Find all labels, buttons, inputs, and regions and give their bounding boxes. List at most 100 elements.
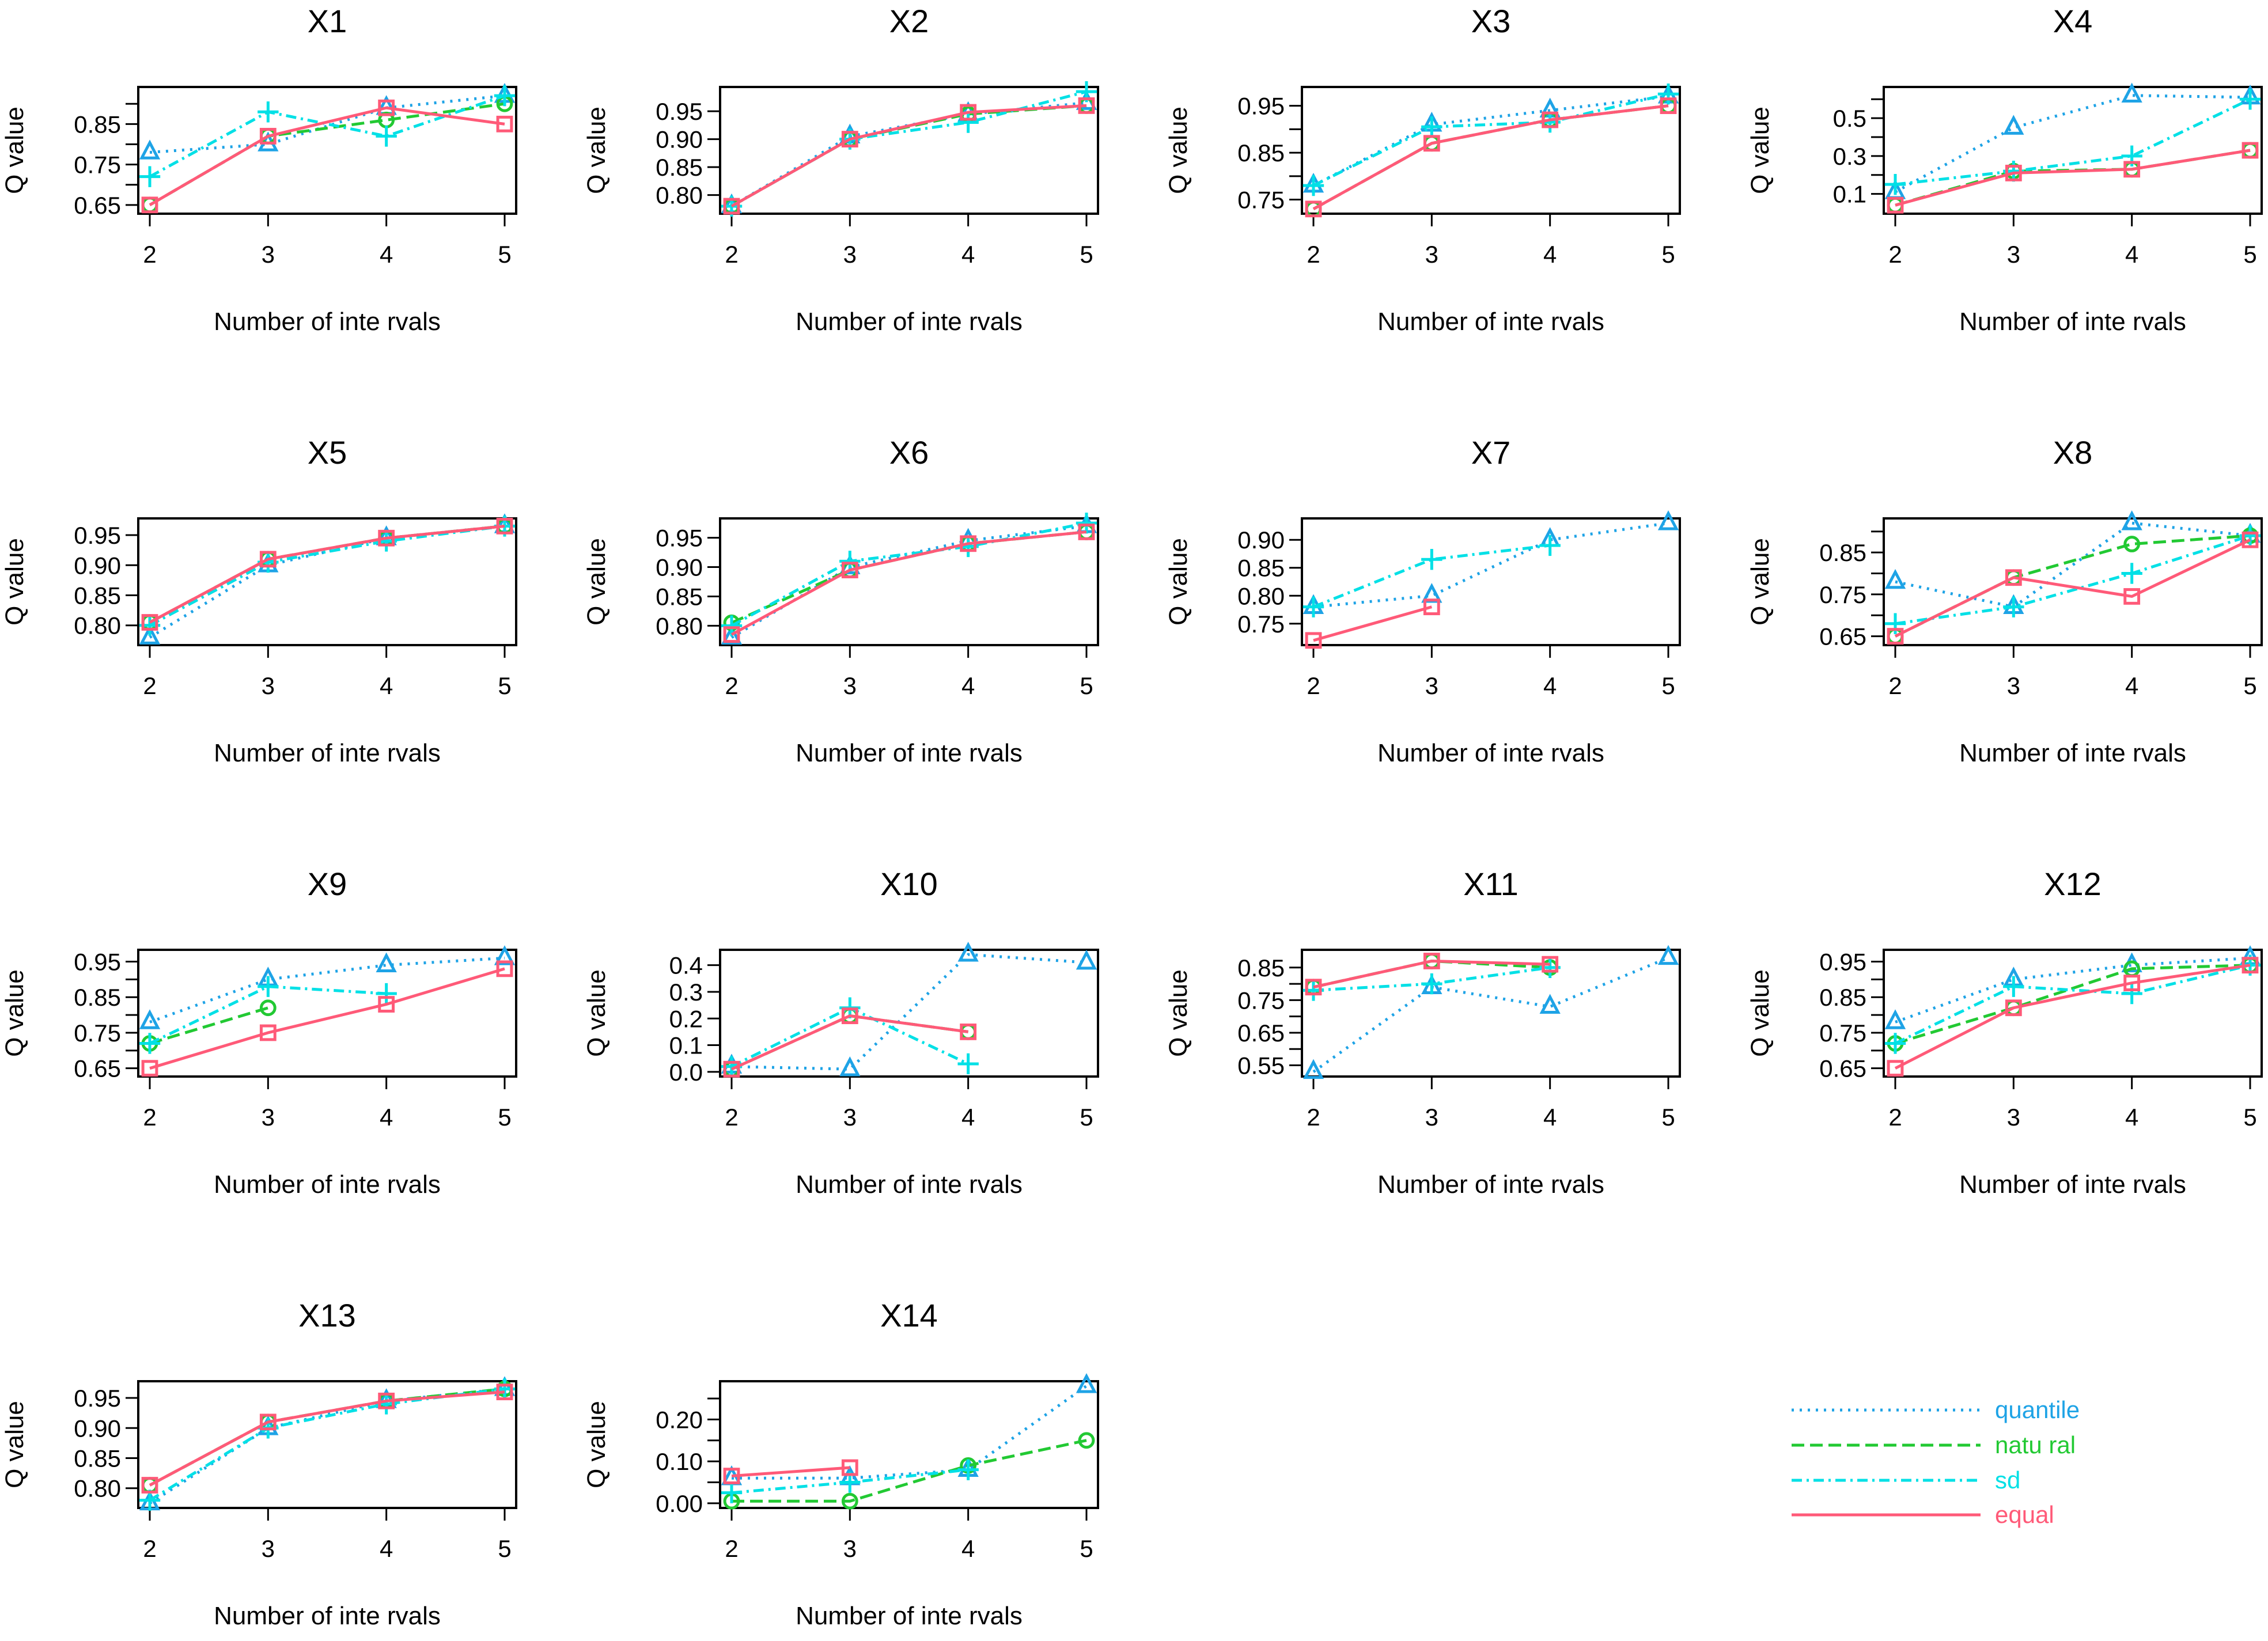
series-line xyxy=(730,104,1087,208)
series-line xyxy=(730,530,1087,624)
x-tick-label: 4 xyxy=(2125,1104,2138,1131)
y-tick-label: 0.95 xyxy=(74,1385,121,1412)
y-tick-label: 0.90 xyxy=(74,1415,121,1442)
series-line xyxy=(149,94,505,178)
series-line xyxy=(1895,149,2251,207)
x-tick-label: 3 xyxy=(1425,672,1438,699)
square-marker xyxy=(1887,1060,1904,1077)
legend-label: quantile xyxy=(1995,1396,2080,1423)
square-marker xyxy=(960,1024,977,1040)
plus-marker xyxy=(2003,976,2024,997)
panel-x13: X13 2 3 4 5 0.80 0.85 0.90 0.95 Number of inte rv… xyxy=(1,1297,517,1630)
square-marker xyxy=(496,1384,513,1400)
x-axis-label: Number of inte rvals xyxy=(214,1170,441,1199)
y-tick-label: 0.85 xyxy=(656,154,703,181)
y-tick-label: 0.90 xyxy=(1237,526,1285,554)
x-axis-label: Number of inte rvals xyxy=(1959,308,2186,336)
panel-title: X12 xyxy=(2044,866,2102,902)
x-tick-label: 3 xyxy=(843,241,857,268)
square-marker xyxy=(960,104,977,121)
series-line xyxy=(149,1387,505,1487)
series-natural xyxy=(723,1007,977,1078)
panel-x7: X7 2 3 4 5 0.750.800.850.90 Number of inte rva… xyxy=(1164,434,1681,767)
y-axis-label: Q value xyxy=(1746,969,1774,1057)
series-quantile xyxy=(721,941,1097,1077)
y-axis-label: Q value xyxy=(1,107,29,194)
x-tick-label: 4 xyxy=(1543,672,1557,699)
plus-marker xyxy=(139,166,161,187)
series-natural xyxy=(723,97,1095,215)
y-tick-label: 0.75 xyxy=(1819,581,1866,608)
circle-marker xyxy=(259,999,277,1017)
series-natural xyxy=(723,1432,1095,1510)
y-tick-label: 0.55 xyxy=(1237,1052,1285,1079)
x-tick-label: 4 xyxy=(380,1535,393,1562)
panel-x8: X8 2 3 4 5 0.65 0.75 0.85 Number of inte rvals Q … xyxy=(1746,434,2263,767)
series-line xyxy=(1894,964,2251,1070)
y-axis-label: Q value xyxy=(582,107,611,194)
series-line xyxy=(149,524,505,627)
y-tick-label: 0.5 xyxy=(1833,105,1866,132)
square-marker xyxy=(2005,999,2022,1017)
series-sd xyxy=(139,516,516,636)
x-tick-label: 4 xyxy=(1543,241,1557,268)
panel-title: X13 xyxy=(298,1297,356,1333)
x-tick-label: 4 xyxy=(961,241,975,268)
square-marker xyxy=(960,535,977,552)
y-tick-label: 0.95 xyxy=(1819,948,1866,975)
x-tick-label: 2 xyxy=(1888,241,1902,268)
series-line xyxy=(730,530,1087,636)
square-marker xyxy=(723,1468,740,1484)
plus-marker xyxy=(376,126,397,147)
x-tick-label: 5 xyxy=(2243,672,2256,699)
y-tick-label: 0.85 xyxy=(1237,139,1285,166)
series-quantile xyxy=(1884,82,2261,199)
panel-x2: X2 2 3 4 5 0.800.850.900.95 Number of inte rva… xyxy=(582,3,1099,336)
series-sd xyxy=(721,81,1097,217)
square-marker xyxy=(1887,628,1904,645)
plus-marker xyxy=(1303,175,1324,196)
plot-frame xyxy=(719,1380,1099,1509)
x-axis-label: Number of inte rvals xyxy=(214,1602,441,1630)
series-line xyxy=(1312,92,1669,187)
x-tick-label: 3 xyxy=(262,241,275,268)
series-quantile xyxy=(721,90,1097,214)
x-tick-label: 5 xyxy=(1661,672,1675,699)
y-axis-label: Q value xyxy=(1746,107,1774,194)
x-axis-label: Number of inte rvals xyxy=(1377,308,1604,336)
x-axis-label: Number of inte rvals xyxy=(1959,1170,2186,1199)
series-equal xyxy=(1305,953,1559,996)
series-sd xyxy=(1303,84,1679,196)
x-tick-label: 4 xyxy=(2125,241,2138,268)
series-line xyxy=(149,102,505,206)
plus-marker xyxy=(721,615,743,636)
series-sd xyxy=(721,512,1097,636)
plus-marker xyxy=(2003,596,2024,617)
x-axis-label: Number of inte rvals xyxy=(1959,739,2186,767)
plus-marker xyxy=(721,1482,743,1503)
x-tick-label: 3 xyxy=(262,672,275,699)
triangle-marker xyxy=(1539,994,1561,1014)
series-equal xyxy=(141,1384,513,1494)
square-marker xyxy=(723,1060,740,1078)
y-tick-label: 0.80 xyxy=(1237,582,1285,609)
y-tick-label: 0.75 xyxy=(1237,187,1285,214)
y-tick-label: 0.90 xyxy=(656,126,703,153)
panel-x4: X4 2 3 4 5 0.1 0.3 0.5 Number of inte rvals Q val… xyxy=(1746,3,2263,336)
panel-title: X2 xyxy=(889,3,929,39)
x-tick-label: 5 xyxy=(1080,672,1093,699)
square-marker xyxy=(2123,975,2141,991)
square-marker xyxy=(259,551,277,568)
panel-title: X8 xyxy=(2053,434,2093,471)
series-natural xyxy=(1305,97,1677,218)
series-line xyxy=(1312,104,1669,211)
plot-frame xyxy=(719,949,1099,1078)
square-marker xyxy=(259,1413,277,1431)
series-equal xyxy=(1305,97,1677,218)
x-tick-label: 4 xyxy=(380,672,393,699)
x-axis-label: Number of inte rvals xyxy=(796,1602,1023,1630)
y-axis-label: Q value xyxy=(1,969,29,1057)
plus-marker xyxy=(139,1033,161,1054)
square-marker xyxy=(378,1392,395,1409)
series-sd xyxy=(139,85,516,187)
